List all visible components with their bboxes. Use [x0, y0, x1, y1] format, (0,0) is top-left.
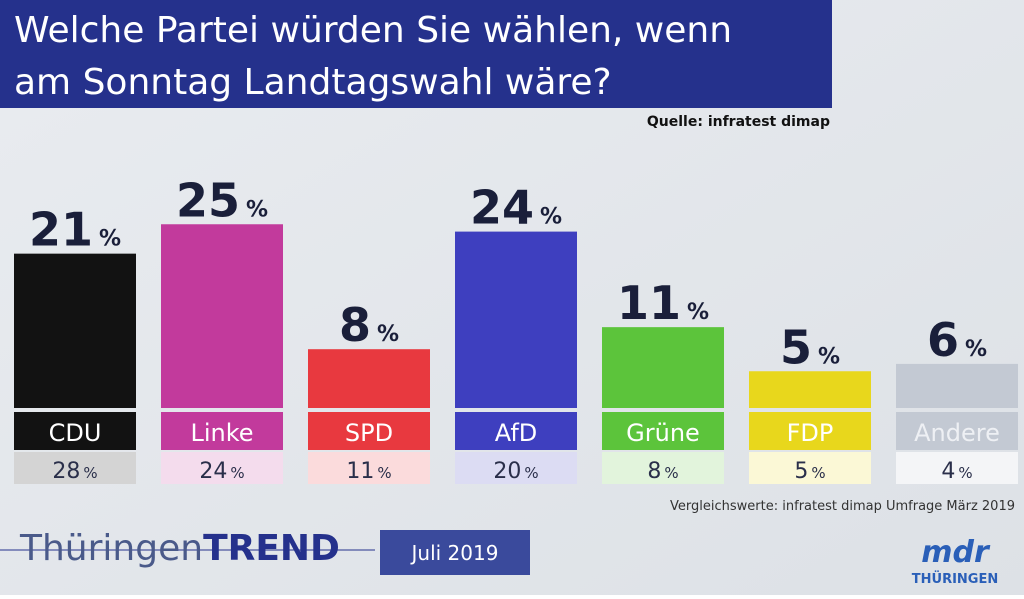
- category-label: Andere: [914, 419, 1000, 447]
- previous-box: [455, 452, 577, 484]
- value-number: 5: [780, 320, 812, 374]
- value-unit: %: [246, 197, 268, 222]
- previous-label: 8%: [647, 459, 678, 484]
- category-label: FDP: [787, 419, 834, 447]
- date: Juli 2019: [410, 541, 499, 565]
- previous-unit: %: [958, 464, 972, 482]
- value-number: 11: [617, 276, 681, 330]
- value-unit: %: [377, 322, 399, 347]
- previous-number: 24: [199, 459, 227, 484]
- chart-title: Welche Partei würden Sie wählen, wenn: [14, 10, 732, 51]
- previous-box: [161, 452, 283, 484]
- value-unit: %: [540, 205, 562, 230]
- value-label: 25%: [176, 173, 268, 227]
- value-label: 6%: [927, 313, 987, 367]
- value-number: 21: [29, 203, 93, 257]
- bar: [308, 349, 430, 408]
- value-label: 24%: [470, 181, 562, 235]
- bar: [161, 224, 283, 408]
- previous-unit: %: [524, 464, 538, 482]
- category-box: [602, 412, 724, 450]
- previous-number: 11: [346, 459, 374, 484]
- previous-number: 8: [647, 459, 661, 484]
- value-label: 8%: [339, 298, 399, 352]
- logo-sub: THÜRINGEN: [912, 571, 998, 587]
- value-number: 8: [339, 298, 371, 352]
- value-number: 24: [470, 181, 534, 235]
- brand: ThüringenTREND: [19, 528, 340, 569]
- value-number: 25: [176, 173, 240, 227]
- category-label: SPD: [345, 419, 393, 447]
- category-box: [749, 412, 871, 450]
- value-unit: %: [687, 300, 709, 325]
- brand-bold: TREND: [203, 528, 340, 569]
- previous-number: 28: [52, 459, 80, 484]
- value-unit: %: [99, 227, 121, 252]
- previous-label: 11%: [346, 459, 391, 484]
- bar: [602, 327, 724, 408]
- previous-box: [602, 452, 724, 484]
- previous-unit: %: [230, 464, 244, 482]
- previous-box: [896, 452, 1018, 484]
- bar: [14, 253, 136, 408]
- previous-number: 20: [493, 459, 521, 484]
- value-label: 5%: [780, 320, 840, 374]
- bar: [455, 231, 577, 408]
- category-box: [161, 412, 283, 450]
- category-box: [308, 412, 430, 450]
- previous-unit: %: [664, 464, 678, 482]
- category-box: [455, 412, 577, 450]
- previous-label: 20%: [493, 459, 538, 484]
- category-label: Linke: [190, 419, 253, 447]
- brand-regular: Thüringen: [19, 528, 203, 569]
- category-label: CDU: [49, 419, 102, 447]
- category-box: [14, 412, 136, 450]
- date-box: [380, 530, 530, 575]
- value-label: 21%: [29, 203, 121, 257]
- previous-label: 4%: [941, 459, 972, 484]
- source: Quelle: infratest dimap: [647, 114, 830, 130]
- previous-unit: %: [377, 464, 391, 482]
- previous-label: 24%: [199, 459, 244, 484]
- previous-number: 4: [941, 459, 955, 484]
- logo: mdr: [921, 535, 991, 570]
- title-box: [0, 0, 832, 108]
- value-label: 11%: [617, 276, 709, 330]
- comparison-note: Vergleichswerte: infratest dimap Umfrage…: [670, 499, 1015, 514]
- previous-unit: %: [83, 464, 97, 482]
- category-box: [896, 412, 1018, 450]
- previous-box: [14, 452, 136, 484]
- chart-title: am Sonntag Landtagswahl wäre?: [14, 62, 612, 103]
- category-label: Grüne: [626, 419, 700, 447]
- previous-unit: %: [811, 464, 825, 482]
- bar: [749, 371, 871, 408]
- bar: [896, 363, 1018, 408]
- value-number: 6: [927, 313, 959, 367]
- previous-label: 28%: [52, 459, 97, 484]
- previous-box: [308, 452, 430, 484]
- previous-box: [749, 452, 871, 484]
- category-label: AfD: [495, 419, 538, 447]
- value-unit: %: [818, 344, 840, 369]
- previous-number: 5: [794, 459, 808, 484]
- value-unit: %: [965, 337, 987, 362]
- previous-label: 5%: [794, 459, 825, 484]
